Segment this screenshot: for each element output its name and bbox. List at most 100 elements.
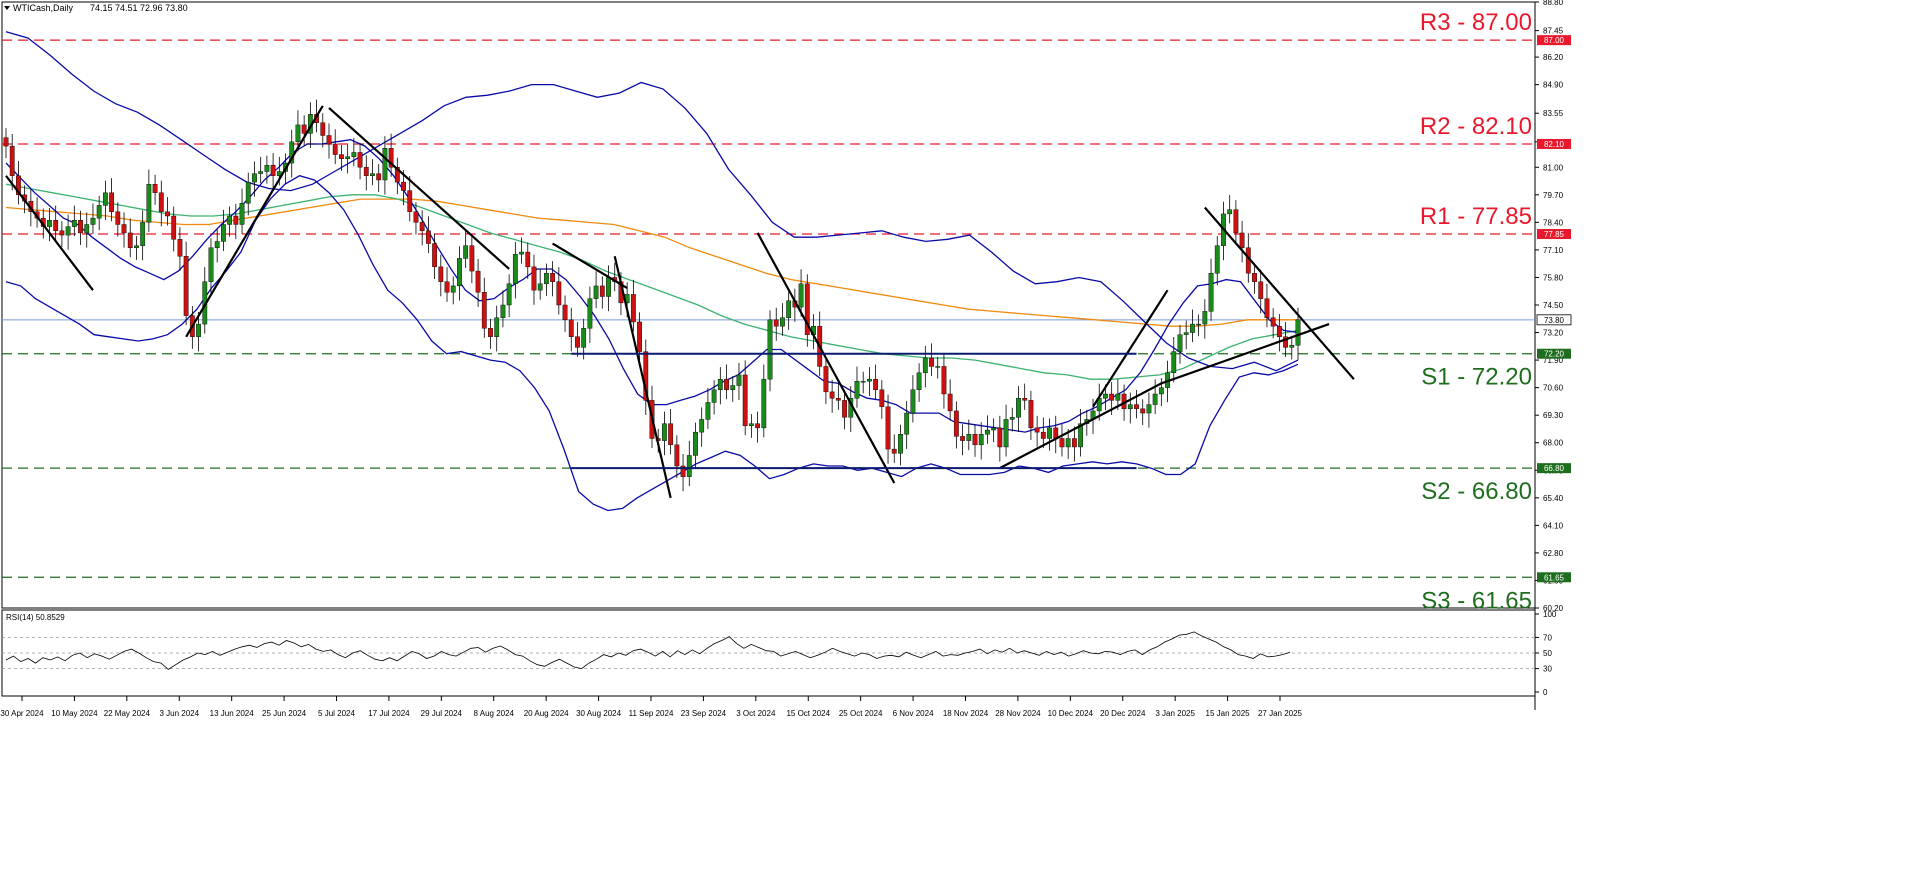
y-tick-label: 60.20 — [1543, 604, 1564, 613]
candle-down — [1071, 438, 1077, 448]
x-tick-label: 29 Jul 2024 — [421, 709, 463, 718]
x-tick-label: 20 Aug 2024 — [524, 709, 569, 718]
candle-up — [761, 378, 767, 429]
candle-up — [1009, 417, 1015, 420]
y-tick-label: 69.30 — [1543, 411, 1564, 420]
trendline — [756, 232, 896, 484]
candle-up — [1103, 393, 1108, 399]
candle-up — [780, 317, 785, 327]
candle-up — [854, 381, 860, 399]
candle-down — [481, 292, 487, 329]
level-price-tag-label: 72.20 — [1544, 350, 1565, 359]
x-tick-label: 28 Nov 2024 — [995, 709, 1041, 718]
y-tick-label: 86.20 — [1543, 53, 1564, 62]
candle-down — [444, 281, 450, 293]
candle-down — [401, 181, 406, 191]
candle-down — [419, 222, 425, 232]
candle-down — [1140, 408, 1146, 414]
candle-up — [494, 317, 500, 337]
candle-up — [748, 423, 754, 426]
candle-down — [755, 423, 760, 429]
candle-up — [252, 173, 257, 183]
candle-down — [829, 391, 835, 399]
level-price-tag-label: 61.65 — [1544, 573, 1565, 582]
trendline — [552, 242, 628, 289]
candle-up — [1190, 323, 1195, 333]
candle-down — [127, 232, 133, 248]
candle-up — [1158, 387, 1164, 395]
candle-down — [1109, 393, 1115, 401]
candle-up — [1227, 209, 1233, 215]
candle-down — [475, 270, 481, 293]
candle-up — [904, 412, 910, 435]
candle-up — [730, 385, 736, 390]
candle-up — [1065, 438, 1071, 448]
x-tick-label: 8 Aug 2024 — [474, 709, 515, 718]
candle-down — [171, 215, 177, 240]
candle-down — [674, 444, 680, 467]
candle-down — [320, 122, 326, 136]
candle-down — [960, 436, 965, 441]
candle-up — [196, 323, 201, 337]
candle-down — [1283, 336, 1288, 348]
y-tick-label: 71.90 — [1543, 356, 1564, 365]
candle-down — [637, 321, 642, 352]
rsi-header-label: RSI(14) 50.8529 — [6, 613, 65, 622]
level-price-tag-label: 77.85 — [1544, 230, 1565, 239]
x-tick-label: 6 Nov 2024 — [893, 709, 934, 718]
candle-down — [891, 448, 897, 454]
candle-up — [898, 434, 903, 454]
candle-down — [1276, 325, 1282, 337]
candle-down — [643, 351, 649, 401]
candle-up — [1295, 319, 1301, 346]
candle-up — [581, 328, 587, 348]
candle-up — [1202, 311, 1208, 325]
candle-up — [736, 374, 742, 386]
candle-down — [270, 164, 276, 176]
x-tick-label: 27 Jan 2025 — [1258, 709, 1303, 718]
level-label-support: S1 - 72.20 — [1421, 364, 1532, 391]
candle-down — [972, 434, 978, 446]
candle-up — [798, 283, 804, 308]
y-tick-label: 65.40 — [1543, 494, 1564, 503]
candle-down — [599, 285, 605, 297]
x-tick-label: 20 Dec 2024 — [1100, 709, 1146, 718]
x-tick-label: 25 Jun 2024 — [262, 709, 307, 718]
bollinger-lower-band — [5, 174, 1299, 512]
y-tick-label: 74.50 — [1543, 301, 1564, 310]
candle-up — [916, 372, 922, 390]
trendline — [1160, 323, 1330, 385]
chart-symbol-label: WTICash,Daily — [13, 3, 74, 13]
y-tick-label: 62.80 — [1543, 549, 1564, 558]
candle-up — [227, 215, 233, 225]
candle-up — [717, 378, 723, 390]
candle-up — [370, 173, 375, 176]
y-tick-label: 64.10 — [1543, 521, 1564, 530]
candle-down — [1252, 273, 1257, 282]
candle-up — [693, 431, 698, 456]
trendline — [185, 105, 324, 338]
x-tick-label: 30 Apr 2024 — [0, 709, 44, 718]
candle-up — [991, 427, 997, 431]
candle-down — [183, 256, 189, 316]
candle-down — [394, 167, 400, 183]
candle-down — [823, 366, 829, 393]
candle-down — [407, 190, 413, 212]
x-tick-label: 11 Sep 2024 — [629, 709, 674, 718]
y-tick-label: 87.45 — [1543, 27, 1564, 36]
candle-up — [1196, 323, 1202, 326]
candle-down — [929, 357, 934, 367]
candle-up — [519, 251, 524, 255]
candle-up — [587, 298, 593, 329]
candle-up — [345, 156, 351, 159]
candle-up — [382, 148, 388, 181]
candle-down — [158, 192, 164, 212]
candle-down — [1258, 281, 1264, 299]
chart-menu-triangle-icon — [4, 6, 10, 10]
level-label-resistance: R3 - 87.00 — [1420, 9, 1532, 36]
candle-up — [1016, 398, 1021, 418]
x-tick-label: 18 Nov 2024 — [943, 709, 989, 718]
candle-down — [3, 137, 9, 147]
candle-down — [531, 266, 537, 291]
candle-down — [363, 167, 369, 176]
